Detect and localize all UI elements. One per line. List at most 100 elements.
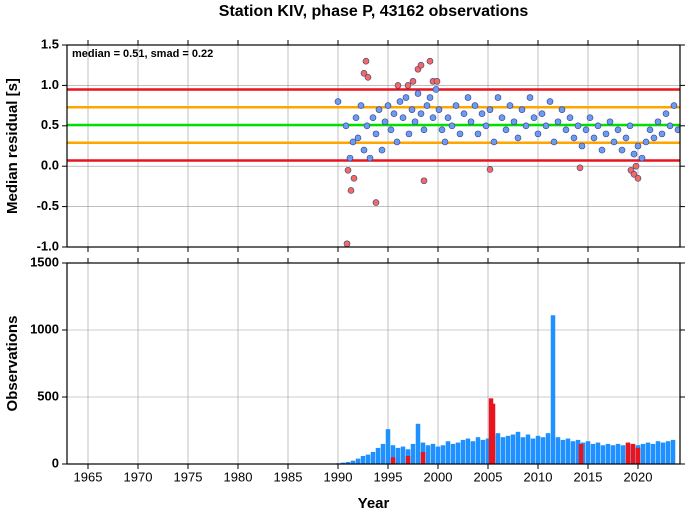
data-point (578, 142, 586, 150)
data-point (426, 94, 434, 101)
data-point (433, 78, 441, 85)
data-point (554, 118, 562, 126)
bar (465, 438, 471, 464)
annotation: median = 0.51, smad = 0.22 (72, 48, 213, 60)
bar (600, 445, 606, 464)
data-point (352, 114, 360, 122)
data-point (610, 138, 618, 146)
bar (535, 435, 541, 464)
data-point (666, 122, 674, 130)
x-tick-label: 2000 (424, 469, 453, 484)
bar (575, 439, 581, 464)
data-point (530, 114, 538, 122)
bar (585, 441, 591, 464)
data-point (387, 126, 395, 134)
data-point (456, 130, 464, 138)
data-point (546, 98, 554, 105)
bar (370, 451, 376, 464)
data-point (658, 130, 666, 138)
data-point (375, 106, 383, 113)
data-point (372, 130, 380, 138)
y-axis-label: Observations (4, 316, 21, 412)
data-point (646, 126, 654, 134)
data-point (632, 162, 640, 170)
bar (570, 441, 576, 464)
data-point (622, 134, 630, 142)
data-point (674, 126, 680, 134)
bar (480, 439, 486, 464)
data-point (630, 170, 638, 178)
bar (420, 451, 426, 464)
bar (475, 437, 481, 464)
bar (515, 431, 521, 464)
data-point (369, 114, 377, 122)
bar (540, 437, 546, 464)
bar (595, 442, 601, 464)
y-tick-label: 1000 (30, 321, 59, 336)
data-point (566, 114, 574, 122)
bar (440, 445, 446, 464)
data-point (494, 94, 502, 101)
bar (405, 455, 411, 464)
y-tick-label: 0.0 (41, 158, 59, 173)
bar (615, 443, 621, 464)
data-point (394, 82, 402, 89)
x-tick-label: 1975 (174, 469, 203, 484)
data-point (638, 154, 646, 162)
data-point (538, 110, 546, 117)
data-point (381, 118, 389, 126)
data-point (650, 134, 658, 142)
data-point (630, 150, 638, 158)
data-point (662, 110, 670, 117)
x-tick-label: 1985 (274, 469, 303, 484)
bar (425, 445, 431, 464)
chart-title: Station KIV, phase P, 43162 observations (219, 3, 529, 20)
bar (625, 442, 631, 464)
data-point (414, 90, 422, 97)
data-point (366, 154, 374, 162)
bar (560, 439, 566, 464)
bar (450, 443, 456, 464)
data-point (405, 130, 413, 138)
y-tick-label: 1.5 (41, 36, 59, 51)
x-tick-label: 1995 (374, 469, 403, 484)
data-point (562, 126, 570, 134)
data-point (486, 166, 494, 173)
data-point (417, 110, 425, 117)
bar (390, 457, 396, 464)
data-point (670, 102, 678, 109)
data-point (448, 122, 456, 130)
data-point (490, 138, 498, 146)
y-tick-label: -0.5 (37, 198, 59, 213)
data-point (634, 175, 642, 182)
data-point (360, 146, 368, 154)
bar (555, 437, 561, 464)
bar (360, 455, 366, 464)
bar (670, 439, 676, 464)
bar (520, 437, 526, 464)
data-point (606, 118, 614, 126)
data-point (486, 106, 494, 113)
data-point (654, 118, 662, 126)
data-point (432, 86, 440, 93)
data-point (467, 118, 475, 126)
bar (530, 438, 536, 464)
bar (345, 461, 351, 464)
data-point (435, 106, 443, 113)
data-point (618, 146, 626, 154)
data-point (522, 122, 530, 130)
bar (565, 438, 571, 464)
x-tick-label: 1965 (74, 469, 103, 484)
x-axis-label: Year (358, 495, 390, 511)
y-tick-label: 1500 (30, 254, 59, 269)
data-point (482, 122, 490, 130)
data-point (344, 166, 352, 174)
bar (430, 443, 436, 464)
y-tick-label: 1.0 (41, 77, 59, 92)
bar (415, 423, 421, 464)
bar (400, 446, 406, 464)
bar (460, 439, 466, 464)
data-point (518, 106, 526, 113)
data-point (396, 98, 404, 105)
